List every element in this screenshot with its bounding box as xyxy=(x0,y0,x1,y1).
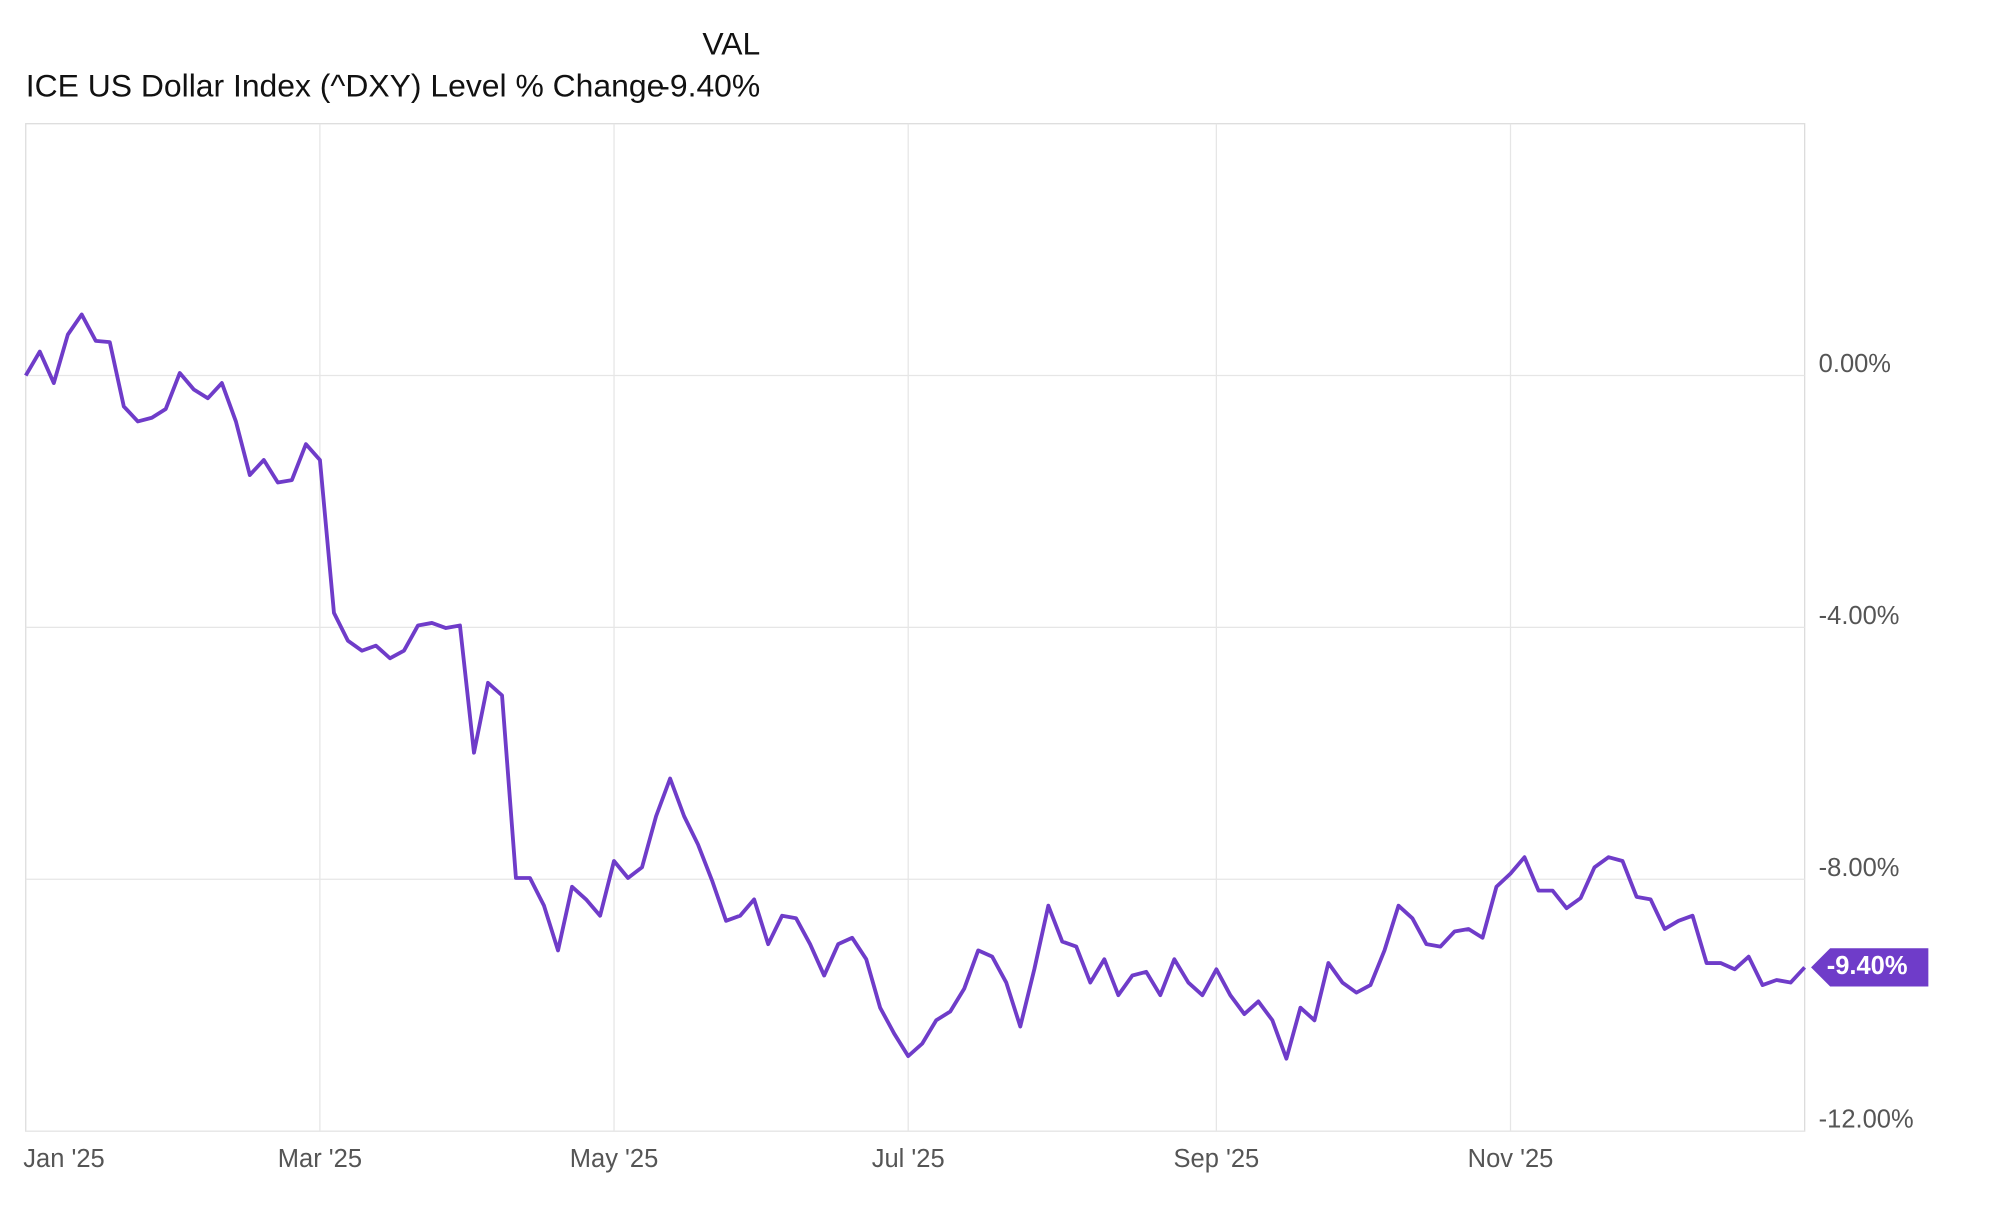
x-tick-label: Jul '25 xyxy=(872,1145,945,1173)
x-tick-label: Jan '25 xyxy=(23,1145,104,1173)
y-tick-label: 0.00% xyxy=(1819,350,1891,378)
y-tick-label: -8.00% xyxy=(1819,854,1900,882)
data-line xyxy=(24,312,1807,1061)
y-tick-label: -4.00% xyxy=(1819,602,1900,630)
legend-header: VAL xyxy=(702,25,760,61)
end-label: -9.40% xyxy=(1827,952,1908,980)
legend-name: ICE US Dollar Index (^DXY) Level % Chang… xyxy=(26,67,665,103)
legend-value: -9.40% xyxy=(659,67,760,103)
x-tick-label: Nov '25 xyxy=(1468,1145,1554,1173)
y-tick-label: -12.00% xyxy=(1819,1106,1914,1134)
x-tick-label: Sep '25 xyxy=(1174,1145,1260,1173)
end-label-box xyxy=(1811,948,1929,987)
x-tick-label: Mar '25 xyxy=(278,1145,362,1173)
x-tick-label: May '25 xyxy=(570,1145,659,1173)
